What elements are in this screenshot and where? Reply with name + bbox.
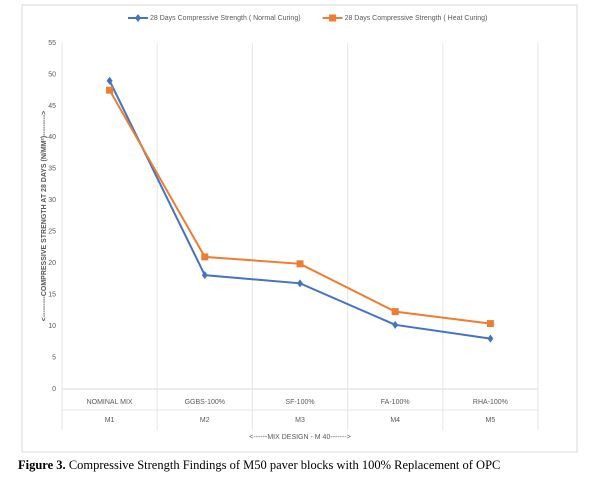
caption-text: Compressive Strength Findings of M50 pav… <box>65 458 501 472</box>
chart-frame <box>21 4 578 453</box>
x-tick-code: M1 <box>105 417 115 424</box>
x-tick-code: M4 <box>390 417 400 424</box>
data-point <box>392 320 399 329</box>
x-tick-label: NOMINAL MIX <box>87 399 133 406</box>
caption: Figure 3. Compressive Strength Findings … <box>18 458 500 473</box>
x-tick-label: GGBS-100% <box>185 399 225 406</box>
y-tick-label: 40 <box>48 134 56 141</box>
data-point <box>297 279 303 288</box>
y-tick-label: 15 <box>48 291 56 298</box>
y-axis-title: <---------COMPRESSIVE STRENGTH AT 28 DAY… <box>41 111 48 322</box>
y-tick-label: 20 <box>48 260 56 267</box>
y-tick-label: 10 <box>48 323 56 330</box>
y-tick-label: 25 <box>48 229 56 236</box>
x-tick-code: M3 <box>295 417 305 424</box>
legend-marker <box>329 14 337 22</box>
data-point <box>391 308 399 316</box>
x-axis-title: <------MIX DESIGN - M 40-------> <box>249 434 351 441</box>
legend-marker <box>135 14 141 22</box>
y-tick-label: 0 <box>52 386 56 393</box>
x-tick-label: RHA-100% <box>473 399 508 406</box>
data-point <box>106 86 114 94</box>
x-tick-label: FA-100% <box>381 399 410 406</box>
x-tick-label: SF-100% <box>285 399 314 406</box>
data-point <box>201 271 208 280</box>
x-tick-code: M2 <box>200 417 210 424</box>
data-point <box>487 334 494 343</box>
y-tick-label: 30 <box>48 197 56 204</box>
data-point <box>201 253 209 261</box>
legend-label: 28 Days Compressive Strength ( Normal Cu… <box>150 15 301 22</box>
data-point <box>106 76 113 85</box>
y-tick-label: 5 <box>52 354 56 361</box>
caption-label: Figure 3. <box>18 458 66 472</box>
y-tick-label: 55 <box>48 40 56 47</box>
x-tick-code: M5 <box>486 417 496 424</box>
legend-label: 28 Days Compressive Strength ( Heat Curi… <box>345 15 488 22</box>
y-tick-label: 50 <box>48 71 56 78</box>
chart: <---------COMPRESSIVE STRENGTH AT 28 DAY… <box>21 4 578 453</box>
y-tick-label: 45 <box>48 103 56 110</box>
y-tick-label: 35 <box>48 166 56 173</box>
data-point <box>296 260 304 268</box>
data-point <box>486 320 494 328</box>
